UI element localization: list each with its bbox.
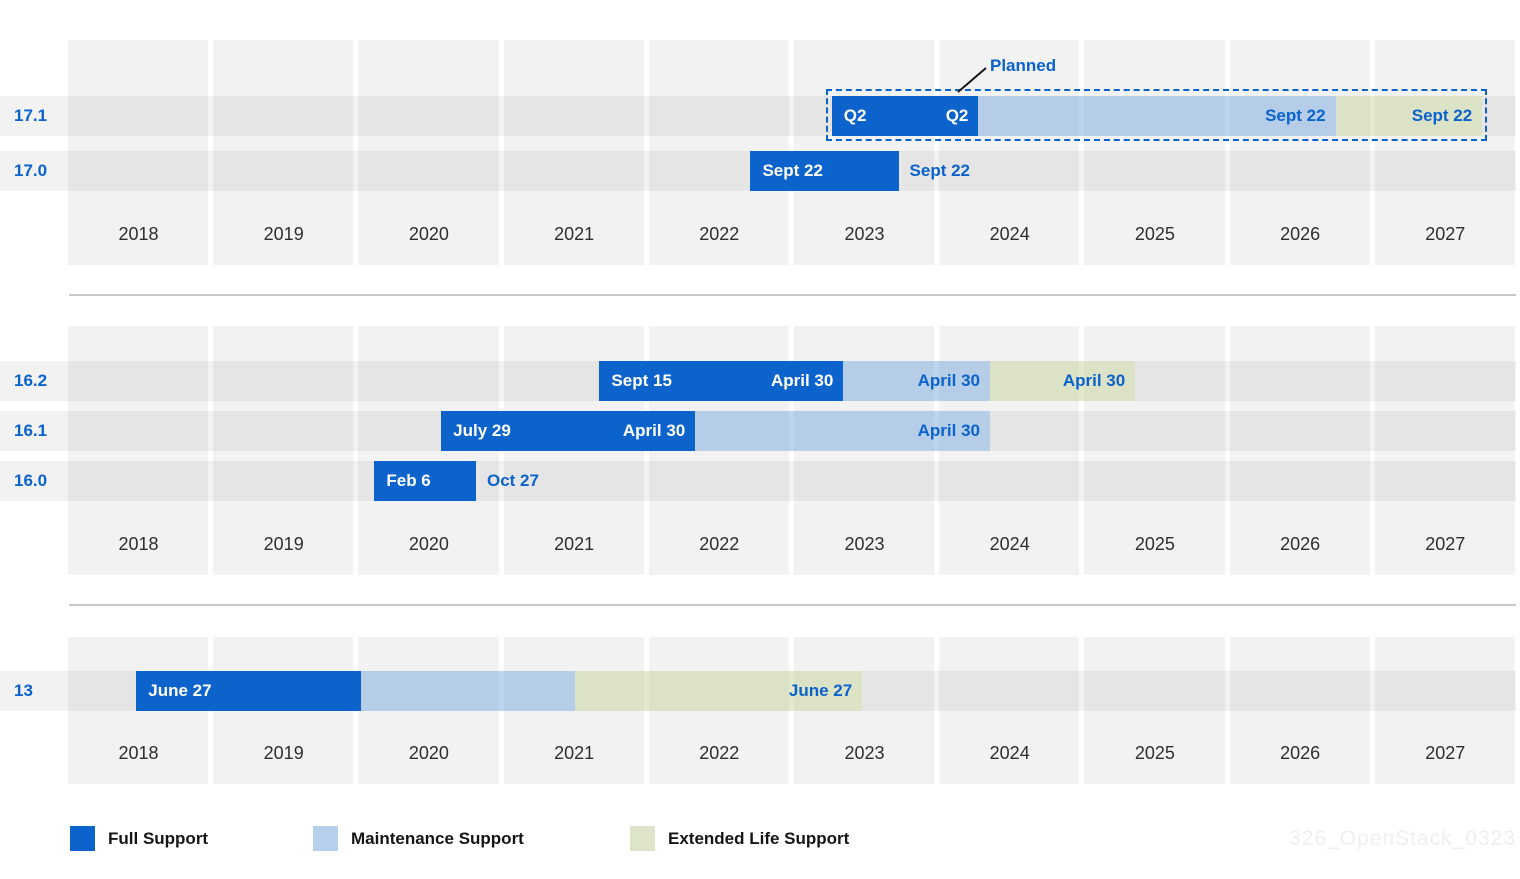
version-label: 13 xyxy=(14,681,33,700)
bar-segment-maintenance: April 30 xyxy=(695,411,990,451)
year-column xyxy=(939,40,1080,265)
year-column xyxy=(1229,637,1370,784)
version-label: 16.0 xyxy=(14,471,48,490)
year-column xyxy=(358,40,499,265)
segment-start-date-label: Sept 15 xyxy=(611,371,672,390)
planned-dashed-outline xyxy=(825,89,1488,141)
planned-leader-line xyxy=(950,62,994,101)
section-separator xyxy=(69,604,1516,606)
year-tick-label: 2027 xyxy=(1425,534,1466,554)
bar-segment-maintenance: Sept 22 xyxy=(978,96,1336,136)
year-tick-label: 2025 xyxy=(1134,224,1175,244)
segment-start-date-label: June 27 xyxy=(148,681,212,700)
bar-segment-maintenance xyxy=(361,671,575,711)
year-column xyxy=(503,40,644,265)
year-tick-label: 2021 xyxy=(554,224,595,244)
year-tick-label: 2022 xyxy=(699,743,740,763)
year-tick-label: 2018 xyxy=(118,743,159,763)
year-tick-label: 2023 xyxy=(844,224,885,244)
year-tick-label: 2021 xyxy=(554,743,595,763)
year-tick-label: 2024 xyxy=(989,224,1030,244)
segment-end-date-label: Sept 22 xyxy=(1265,106,1326,125)
planned-annotation: Planned xyxy=(990,56,1057,75)
legend-item-full-support: Full Support xyxy=(70,826,208,851)
version-label: 17.0 xyxy=(14,161,48,180)
segment-end-date-label: April 30 xyxy=(917,371,980,390)
full-support-swatch xyxy=(70,826,95,851)
year-column xyxy=(68,40,209,265)
year-tick-label: 2026 xyxy=(1280,743,1321,763)
year-column xyxy=(213,40,354,265)
segment-end-date-label: April 30 xyxy=(1062,371,1126,390)
segment-end-date-label: June 27 xyxy=(788,681,853,700)
segment-start-date-label: Sept 22 xyxy=(762,161,823,180)
year-column xyxy=(1229,40,1370,265)
year-tick-label: 2018 xyxy=(118,224,159,244)
year-tick-label: 2024 xyxy=(989,743,1030,763)
year-column xyxy=(1374,637,1515,784)
year-column xyxy=(1374,326,1515,575)
year-tick-label: 2018 xyxy=(118,534,159,554)
year-tick-label: 2025 xyxy=(1134,534,1175,554)
bar-segment-els: June 27 xyxy=(574,671,863,711)
bar-segment-els: April 30 xyxy=(990,361,1136,401)
bar-segment-maintenance: April 30 xyxy=(843,361,990,401)
year-column xyxy=(68,326,209,575)
year-tick-label: 2023 xyxy=(844,743,885,763)
year-column xyxy=(1374,40,1515,265)
segment-end-date-label: April 30 xyxy=(622,421,686,440)
version-label: 16.1 xyxy=(14,421,48,440)
legend-label: Maintenance Support xyxy=(351,828,524,848)
year-tick-label: 2026 xyxy=(1280,224,1321,244)
watermark: 326_OpenStack_0323 xyxy=(1288,827,1516,850)
segment-start-date-label: Feb 6 xyxy=(386,471,431,490)
segment-end-date-label: April 30 xyxy=(917,421,980,440)
segment-end-date-label: April 30 xyxy=(770,371,834,390)
legend-item-extended-life-support: Extended Life Support xyxy=(630,826,849,851)
year-tick-label: 2027 xyxy=(1425,743,1466,763)
bar-segment-full: July 29 April 30 xyxy=(441,411,696,451)
year-tick-label: 2026 xyxy=(1280,534,1321,554)
version-label: 16.2 xyxy=(14,371,48,390)
year-tick-label: 2022 xyxy=(699,534,740,554)
segment-end-date-label: Q2 xyxy=(945,106,969,125)
bar-segment-full: Sept 15 April 30 xyxy=(599,361,844,401)
year-column xyxy=(213,326,354,575)
segment-start-date-label: July 29 xyxy=(453,421,511,440)
maintenance-support-swatch xyxy=(313,826,338,851)
year-tick-label: 2020 xyxy=(408,224,449,244)
year-tick-label: 2020 xyxy=(408,743,449,763)
segment-start-date-label: Q2 xyxy=(843,106,867,125)
year-column xyxy=(939,637,1080,784)
year-tick-label: 2020 xyxy=(408,534,449,554)
row-band xyxy=(0,461,1516,501)
segment-end-date-label: Sept 22 xyxy=(1411,106,1473,125)
bar-segment-full: Q2 Q2 xyxy=(831,96,979,136)
bar-segment-full: Feb 6 xyxy=(374,461,476,501)
year-column xyxy=(1084,637,1225,784)
year-tick-label: 2019 xyxy=(263,224,304,244)
version-label: 17.1 xyxy=(14,106,48,125)
year-tick-label: 2024 xyxy=(989,534,1030,554)
year-tick-label: 2025 xyxy=(1134,743,1175,763)
year-tick-label: 2027 xyxy=(1425,224,1466,244)
segment-after-date-label: Sept 22 xyxy=(909,161,971,180)
year-tick-label: 2021 xyxy=(554,534,595,554)
year-tick-label: 2019 xyxy=(263,743,304,763)
year-column xyxy=(1229,326,1370,575)
year-column xyxy=(1084,40,1225,265)
section-separator xyxy=(69,294,1516,296)
bar-segment-full: June 27 xyxy=(136,671,362,711)
year-tick-label: 2022 xyxy=(699,224,740,244)
bar-segment-els: Sept 22 xyxy=(1335,96,1483,136)
legend-label: Full Support xyxy=(108,828,209,848)
bar-segment-full: Sept 22 xyxy=(750,151,899,191)
legend-label: Extended Life Support xyxy=(668,828,850,848)
year-tick-label: 2023 xyxy=(844,534,885,554)
year-tick-label: 2019 xyxy=(263,534,304,554)
segment-after-date-label: Oct 27 xyxy=(487,471,539,490)
extended-life-support-swatch xyxy=(630,826,655,851)
legend-item-maintenance-support: Maintenance Support xyxy=(313,826,524,851)
